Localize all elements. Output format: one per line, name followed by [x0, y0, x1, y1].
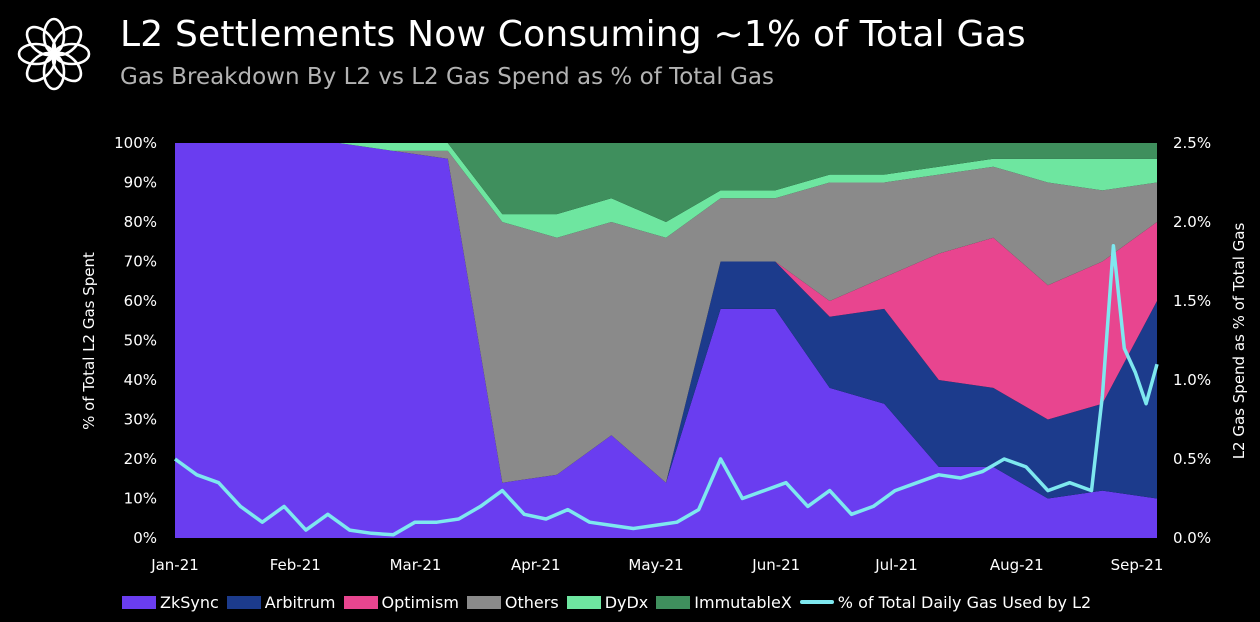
y-tick-label: 70% [124, 253, 157, 271]
legend-swatch-others [466, 595, 501, 609]
legend-swatch-immutablex [656, 595, 691, 609]
legend-label-optimism: Optimism [381, 592, 459, 612]
legend-label-gas-line: % of Total Daily Gas Used by L2 [837, 592, 1092, 612]
area-arbitrum [175, 143, 1157, 499]
plot-area [175, 143, 1157, 538]
x-tick-label: May-21 [628, 556, 683, 574]
legend-item-optimism: Optimism [343, 592, 459, 612]
y-tick-label: 50% [124, 332, 157, 350]
x-tick-label: Apr-21 [511, 556, 561, 574]
y2-tick-label: 0.5% [1173, 450, 1211, 468]
line-layer [173, 243, 1159, 537]
x-tick-label: Jan-21 [150, 556, 199, 574]
area-optimism [175, 143, 1157, 483]
y-tick-label: 40% [124, 371, 157, 389]
legend-item-gas-line: % of Total Daily Gas Used by L2 [799, 592, 1092, 612]
legend-item-arbitrum: Arbitrum [226, 592, 336, 612]
legend-item-zksync: ZkSync [122, 593, 219, 612]
y-tick-label: 80% [124, 213, 157, 231]
axes-layer: 0% 10% 20% 30% 40% 50% 60% 70% 80% 90% 100% 0.0% 0.5… [114, 134, 1211, 574]
y2-axis-label: L2 Gas Spend as % of Total Gas [1230, 223, 1248, 460]
legend-swatch-dydx [566, 595, 601, 609]
x-tick-label: Jun-21 [751, 556, 800, 574]
x-tick-label: Mar-21 [390, 556, 442, 574]
legend-label-others: Others [504, 592, 559, 612]
y-tick-label: 10% [124, 490, 157, 508]
area-zksync [175, 143, 1157, 538]
y-tick-label: 30% [124, 411, 157, 429]
legend-label-dydx: DyDx [604, 592, 649, 612]
y-tick-label: 90% [124, 174, 157, 192]
y2-tick-label: 0.0% [1173, 529, 1211, 547]
y2-tick-label: 1.0% [1173, 371, 1211, 389]
legend-item-dydx: DyDx [566, 592, 649, 612]
area-others [175, 143, 1157, 483]
area-immutablex [175, 143, 1157, 222]
x-tick-label: Jul-21 [874, 556, 918, 574]
logo-icon [17, 17, 91, 91]
series-line-gas-share [173, 243, 1159, 537]
chart-title: L2 Settlements Now Consuming ~1% of Tota… [120, 14, 1026, 55]
x-tick-label: Aug-21 [990, 556, 1044, 574]
legend-item-immutablex: ImmutableX [656, 593, 792, 612]
legend-label-arbitrum: Arbitrum [264, 592, 336, 612]
y-tick-label: 60% [124, 292, 157, 310]
legend-swatch-zksync [122, 595, 156, 609]
legend: ZkSync Arbitrum Optimism Others DyDx Imm… [122, 590, 1099, 614]
x-tick-label: Feb-21 [270, 556, 321, 574]
x-tick-label: Sep-21 [1111, 556, 1164, 574]
y2-tick-label: 1.5% [1173, 292, 1211, 310]
legend-swatch-optimism [343, 595, 378, 609]
y2-tick-label: 2.5% [1173, 134, 1211, 152]
legend-label-zksync: ZkSync [160, 592, 219, 612]
chart-subtitle: Gas Breakdown By L2 vs L2 Gas Spend as %… [120, 64, 775, 90]
chart-canvas: 0% 10% 20% 30% 40% 50% 60% 70% 80% 90% 100% 0.0% 0.5… [80, 134, 1248, 574]
legend-swatch-arbitrum [226, 595, 261, 609]
y-tick-label: 100% [114, 134, 157, 152]
y-tick-label: 20% [124, 450, 157, 468]
y-axis-label: % of Total L2 Gas Spent [80, 252, 98, 430]
legend-label-immutablex: ImmutableX [694, 592, 792, 612]
y2-tick-label: 2.0% [1173, 213, 1211, 231]
legend-item-others: Others [466, 592, 559, 612]
y-tick-label: 0% [133, 529, 157, 547]
legend-swatch-gas-line [799, 600, 834, 604]
